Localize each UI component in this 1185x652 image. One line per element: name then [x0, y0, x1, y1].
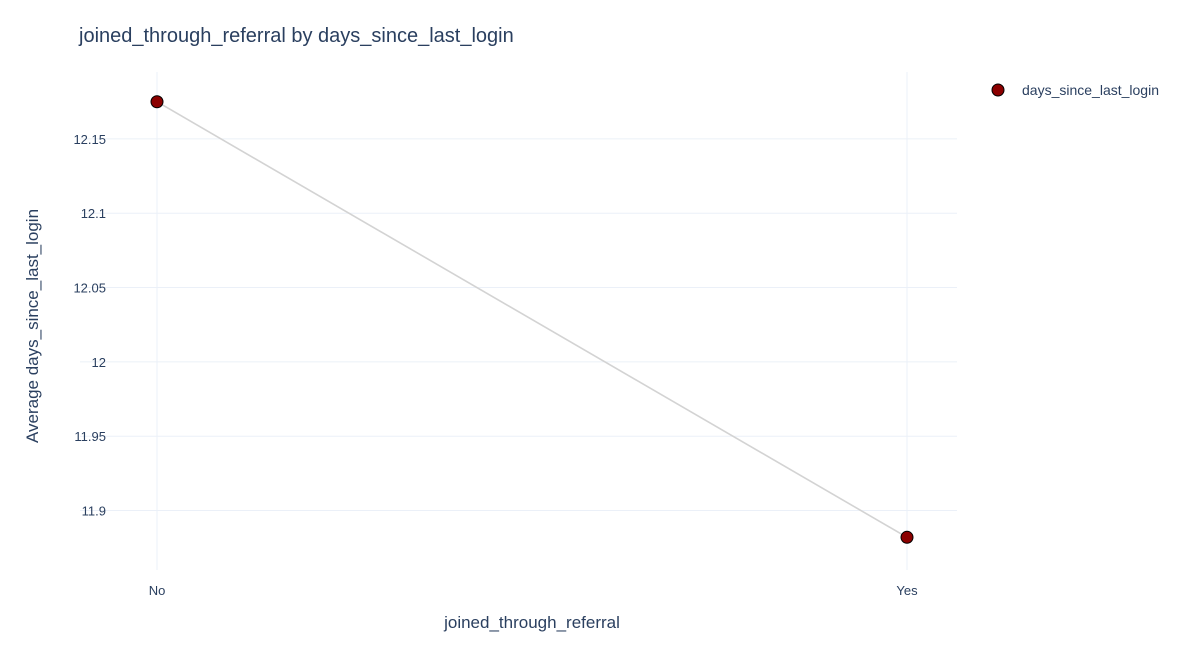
- data-point-no[interactable]: [150, 95, 164, 109]
- y-tick-label: 12.15: [73, 132, 106, 147]
- x-axis-title: joined_through_referral: [443, 613, 620, 632]
- x-tick-labels: No Yes: [149, 583, 918, 598]
- y-tick-label: 11.9: [82, 504, 106, 519]
- legend-item-days-since-last-login[interactable]: days_since_last_login: [1022, 82, 1159, 98]
- x-tick-label: No: [149, 583, 166, 598]
- y-axis-title: Average days_since_last_login: [23, 209, 42, 443]
- y-tick-label: 12: [92, 355, 106, 370]
- y-tick-label: 11.95: [74, 429, 106, 444]
- legend[interactable]: days_since_last_login: [991, 82, 1159, 98]
- y-tick-label: 12.05: [73, 281, 106, 296]
- y-tick-labels: 11.9 11.95 12 12.05 12.1 12.15: [73, 132, 106, 519]
- data-point-yes[interactable]: [900, 530, 914, 544]
- x-tick-label: Yes: [896, 583, 918, 598]
- chart-title: joined_through_referral by days_since_la…: [78, 25, 514, 47]
- series-layer: [150, 95, 914, 544]
- legend-marker: [991, 83, 1005, 97]
- y-tick-label: 12.1: [81, 206, 106, 221]
- series-line: [156, 101, 908, 538]
- gridlines: [80, 72, 957, 570]
